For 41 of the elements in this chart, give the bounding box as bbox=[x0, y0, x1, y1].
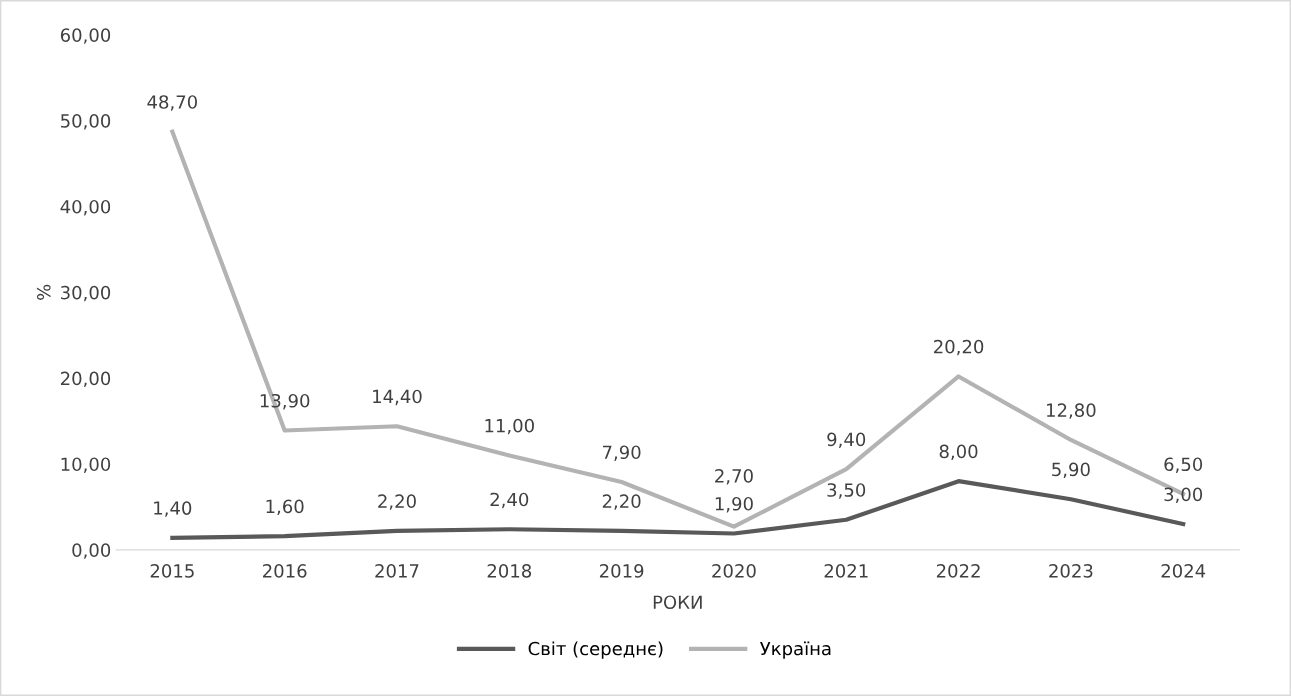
y-tick-label: 50,00 bbox=[61, 114, 111, 130]
x-tick-label: 2022 bbox=[936, 564, 980, 578]
x-tick-label: 2019 bbox=[599, 564, 644, 578]
legend-label: Україна bbox=[760, 641, 831, 659]
data-label: 2,40 bbox=[490, 492, 529, 509]
y-tick-label: 20,00 bbox=[60, 371, 111, 388]
y-tick-label: 0,00 bbox=[72, 543, 111, 559]
data-label: 20,20 bbox=[934, 339, 984, 356]
x-tick-label: 2021 bbox=[824, 564, 868, 578]
data-label: 2,20 bbox=[378, 494, 416, 510]
x-tick-label: 2018 bbox=[487, 564, 532, 578]
data-label: 9,40 bbox=[827, 432, 866, 449]
x-tick-label: 2024 bbox=[1161, 564, 1206, 578]
data-label: 13,90 bbox=[260, 393, 310, 410]
y-axis-title: % bbox=[36, 284, 51, 300]
x-tick-label: 2020 bbox=[712, 564, 756, 578]
y-tick-label: 40,00 bbox=[60, 199, 111, 216]
data-label: 14,40 bbox=[373, 389, 422, 406]
x-tick-label: 2017 bbox=[375, 564, 419, 578]
legend-label: Світ (середнє) bbox=[528, 641, 663, 659]
x-tick-label: 2023 bbox=[1049, 564, 1093, 578]
data-label: 2,70 bbox=[715, 469, 753, 485]
x-axis-title: РОКИ bbox=[653, 595, 702, 610]
data-label: 1,40 bbox=[154, 501, 192, 517]
y-tick-label: 10,00 bbox=[61, 457, 111, 473]
data-label: 11,00 bbox=[485, 418, 534, 435]
data-label: 3,50 bbox=[827, 483, 866, 499]
y-tick-label: 30,00 bbox=[61, 285, 111, 302]
data-label: 48,70 bbox=[147, 95, 197, 111]
data-label: 6,50 bbox=[1164, 457, 1203, 473]
y-tick-label: 60,00 bbox=[60, 28, 111, 44]
x-tick-label: 2015 bbox=[150, 564, 194, 578]
data-label: 8,00 bbox=[939, 444, 978, 461]
data-label: 3,00 bbox=[1164, 487, 1203, 503]
x-tick-label: 2016 bbox=[263, 564, 307, 578]
data-label: 12,80 bbox=[1047, 403, 1096, 419]
data-label: 2,20 bbox=[602, 494, 641, 510]
data-label: 7,90 bbox=[603, 445, 641, 461]
data-label: 1,90 bbox=[715, 496, 753, 513]
data-label: 1,60 bbox=[266, 499, 304, 516]
data-label: 5,90 bbox=[1052, 462, 1090, 479]
